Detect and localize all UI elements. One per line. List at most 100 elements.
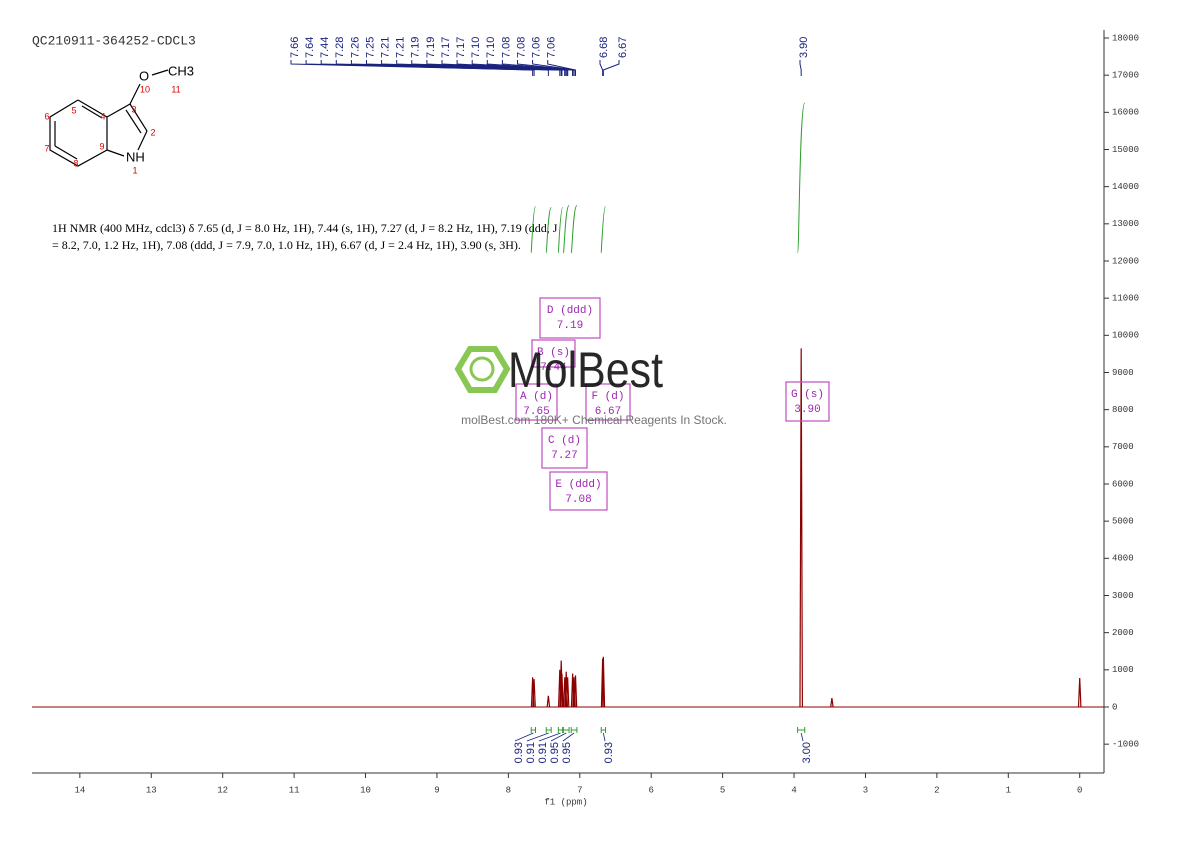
peak	[600, 658, 605, 708]
peak-label: 7.08	[515, 37, 527, 58]
multiplet-shift: 7.08	[565, 494, 591, 506]
structure-atoms: O CH3 NH	[126, 63, 194, 164]
peak	[1077, 677, 1082, 708]
peak-label: 7.10	[470, 37, 482, 58]
integral-bracket	[600, 727, 606, 733]
peak-label-connector	[486, 60, 574, 76]
integral-bracket	[545, 727, 552, 733]
peak-label: 7.17	[455, 37, 467, 58]
x-tick-label: 8	[506, 785, 511, 795]
x-tick-label: 14	[74, 785, 85, 795]
peak	[601, 656, 606, 708]
peak	[573, 675, 578, 708]
atom-number: 1	[132, 165, 137, 175]
x-tick-label: 9	[434, 785, 439, 795]
peak	[799, 348, 803, 707]
peak-label: 7.10	[485, 37, 497, 58]
y-tick-label: 6000	[1112, 479, 1134, 489]
structure-numbers: 1 2 3 4 5 6 7 8 9 10 11	[44, 84, 180, 175]
peak-label: 7.26	[349, 37, 361, 58]
integral-curve	[530, 206, 536, 254]
y-tick-label: 17000	[1112, 71, 1139, 81]
multiplet-box	[531, 339, 576, 368]
multiplet-shift: 7.27	[551, 450, 577, 462]
x-tick-label: 10	[360, 785, 371, 795]
peak	[560, 673, 564, 708]
nmr-description: = 8.2, 7.0, 1.2 Hz, 1H), 7.08 (ddd, J = …	[52, 238, 521, 252]
atom-number: 3	[131, 104, 136, 114]
atom-number: 7	[44, 143, 49, 153]
y-tick-label: 15000	[1112, 145, 1139, 155]
peak	[546, 695, 551, 708]
x-tick-label: 0	[1077, 785, 1082, 795]
atom-number: 2	[150, 127, 155, 137]
multiplet-label: B (s)	[537, 347, 570, 359]
y-tick-label: 8000	[1112, 405, 1134, 415]
peak-label-connector	[547, 60, 576, 76]
integral-bracket	[557, 727, 564, 733]
x-tick-label: 6	[649, 785, 654, 795]
multiplet-shift: 3.90	[794, 404, 820, 416]
multiplet-shift: 6.67	[595, 406, 621, 418]
multiplet-shift: 7.65	[523, 406, 549, 418]
integral-connector	[538, 732, 561, 742]
y-tick-label: 16000	[1112, 108, 1139, 118]
nmr-description: 1H NMR (400 MHz, cdcl3) δ 7.65 (d, J = 8…	[52, 221, 558, 235]
peak-label-connector	[517, 60, 575, 76]
multiplet-label: D (ddd)	[547, 305, 593, 317]
peak-label: 6.68	[598, 37, 610, 58]
peak-label: 7.44	[319, 37, 331, 58]
x-tick-label: 7	[577, 785, 582, 795]
x-tick-label: 13	[146, 785, 157, 795]
multiplet-label: A (d)	[520, 391, 553, 403]
y-tick-label: 10000	[1112, 331, 1139, 341]
multiplet-box	[515, 383, 558, 421]
chart-title: QC210911-364252-CDCL3	[32, 33, 196, 48]
atom-number: 11	[171, 84, 180, 94]
integral-connector	[602, 732, 606, 742]
y-tick-label: 7000	[1112, 442, 1134, 452]
integral-bracket	[562, 727, 570, 733]
atom-label: NH	[126, 149, 145, 164]
y-tick-label: 11000	[1112, 294, 1139, 304]
x-axis-label: f1 (ppm)	[544, 797, 587, 807]
x-tick-label: 5	[720, 785, 725, 795]
integral-label: 0.95	[561, 742, 573, 763]
integral-connector	[800, 732, 804, 742]
integral-curve	[570, 205, 578, 254]
integral-label: 0.93	[603, 742, 615, 763]
x-tick-label: 11	[289, 785, 300, 795]
integral-curve	[797, 102, 806, 254]
multiplet-label: F (d)	[591, 391, 624, 403]
integral-curve	[557, 207, 564, 254]
multiplet-box	[585, 383, 631, 421]
multiplet-shift: 7.19	[557, 320, 583, 332]
integral-connector	[550, 732, 567, 742]
integral-label: 0.93	[513, 742, 525, 763]
atom-number: 10	[140, 84, 150, 94]
y-tick-label: 2000	[1112, 628, 1134, 638]
multiplet-shift: 7.44	[540, 362, 567, 374]
y-tick-label: -1000	[1112, 740, 1139, 750]
x-tick-label: 3	[863, 785, 868, 795]
x-tick-label: 2	[934, 785, 939, 795]
peak-label: 3.90	[798, 37, 810, 58]
integral-label: 0.91	[537, 742, 549, 763]
peak-label: 7.25	[364, 37, 376, 58]
integral-curve	[600, 206, 606, 254]
peak-label-connector	[799, 60, 802, 76]
peak-label-connector	[599, 60, 604, 76]
peak-label: 7.19	[410, 37, 422, 58]
multiplet-box	[539, 297, 601, 339]
atom-number: 6	[44, 111, 49, 121]
peak	[565, 677, 570, 708]
peak-label-connector	[456, 60, 569, 76]
x-tick-label: 12	[217, 785, 228, 795]
atom-label: CH3	[168, 63, 194, 78]
integral-bracket	[797, 727, 806, 733]
peak-label: 7.19	[425, 37, 437, 58]
peak	[830, 697, 834, 708]
integral-connector	[562, 732, 575, 742]
y-tick-label: 4000	[1112, 554, 1134, 564]
